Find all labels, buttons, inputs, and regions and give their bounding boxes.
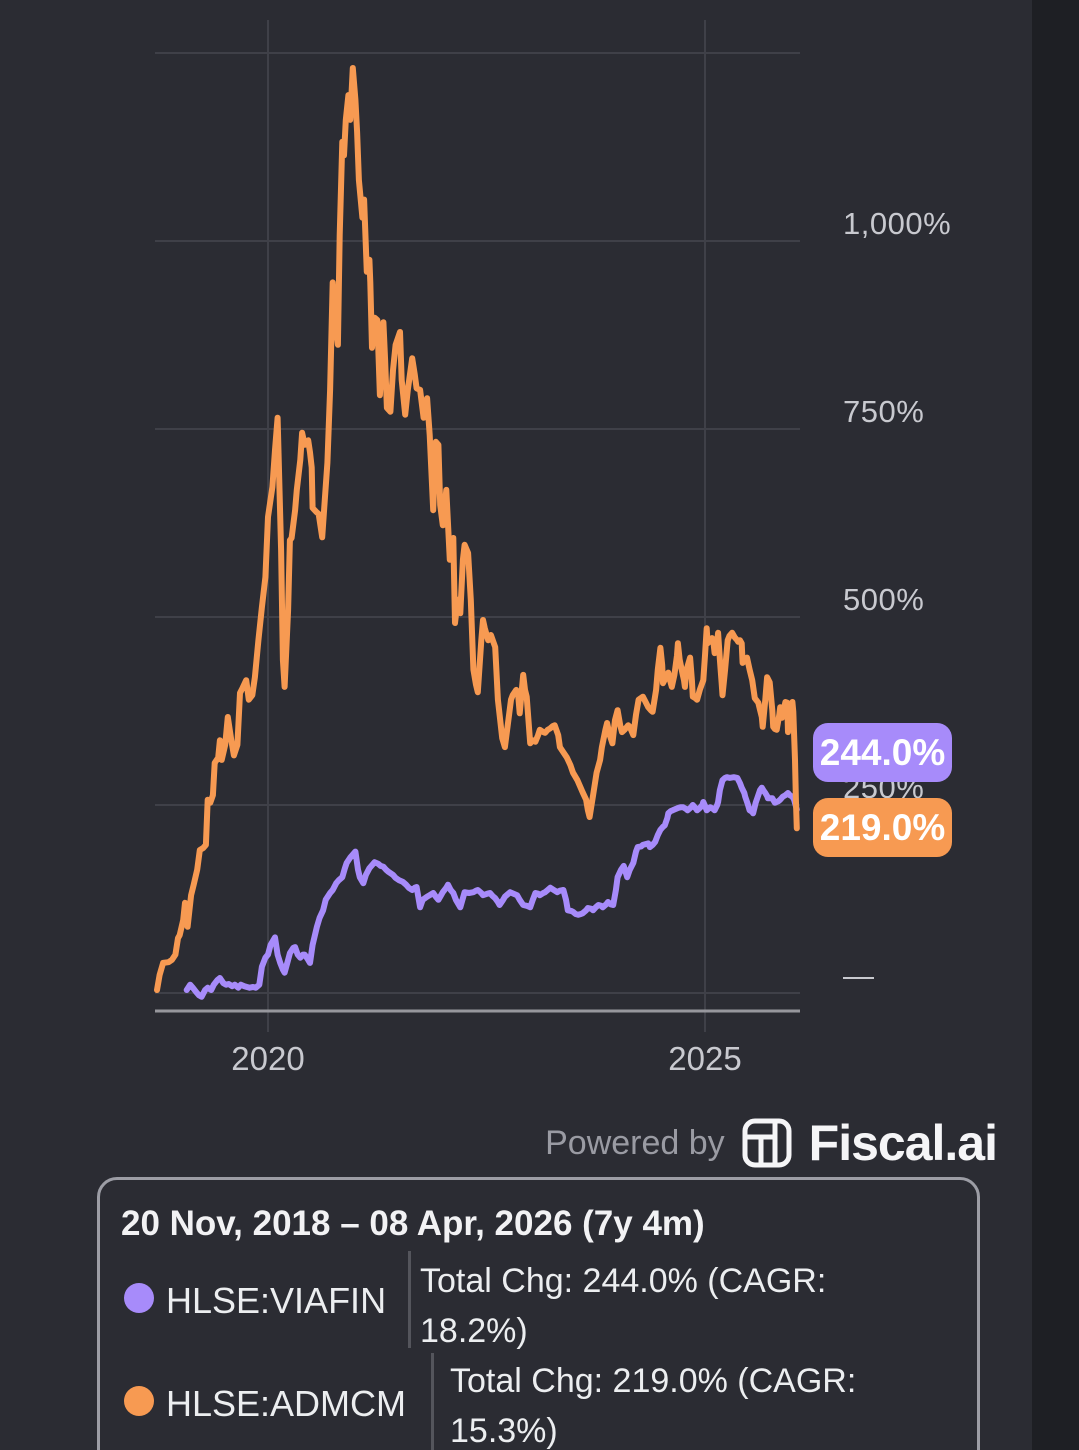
y-axis-label: 750% xyxy=(843,394,925,429)
admcm-stats-line2: 15.3%) xyxy=(450,1412,558,1450)
admcm-legend-dot xyxy=(124,1386,154,1416)
fiscal-ai-wordmark[interactable]: Fiscal.ai xyxy=(808,1115,998,1171)
x-axis-label: 2025 xyxy=(668,1040,742,1077)
admcm-ticker-label[interactable]: HLSE:ADMCM xyxy=(166,1383,407,1424)
fiscal-ai-logo-icon xyxy=(742,1118,792,1168)
y-axis-label: 500% xyxy=(843,582,925,617)
powered-by-label: Powered by xyxy=(545,1123,725,1162)
series-line-admcm xyxy=(154,65,800,993)
viafin-stats-line2: 18.2%) xyxy=(420,1312,528,1350)
viafin-stats: Total Chg: 244.0% (CAGR: 18.2%) xyxy=(420,1256,826,1356)
viafin-stats-line1: Total Chg: 244.0% (CAGR: xyxy=(420,1262,827,1300)
chart-gridlines xyxy=(155,20,800,1032)
viafin-ticker-label[interactable]: HLSE:VIAFIN xyxy=(166,1280,387,1321)
performance-line-chart[interactable] xyxy=(0,0,1032,1080)
y-axis-label: — xyxy=(843,958,875,993)
viafin-last-value-badge: 244.0% xyxy=(813,723,952,782)
date-range-title: 20 Nov, 2018 – 08 Apr, 2026 (7y 4m) xyxy=(121,1204,705,1243)
admcm-last-value-badge: 219.0% xyxy=(813,798,952,857)
x-axis-label: 2020 xyxy=(231,1040,305,1077)
series-line-viafin xyxy=(183,774,800,1000)
divider xyxy=(408,1251,411,1348)
admcm-stats: Total Chg: 219.0% (CAGR: 15.3%) xyxy=(450,1356,856,1450)
divider xyxy=(431,1353,434,1450)
viafin-legend-dot xyxy=(124,1283,154,1313)
powered-by-row: Powered by Fiscal.ai xyxy=(545,1112,998,1174)
summary-panel: 20 Nov, 2018 – 08 Apr, 2026 (7y 4m) HLSE… xyxy=(97,1177,980,1450)
y-axis-label: 1,000% xyxy=(843,206,952,241)
admcm-stats-line1: Total Chg: 219.0% (CAGR: xyxy=(450,1362,857,1400)
